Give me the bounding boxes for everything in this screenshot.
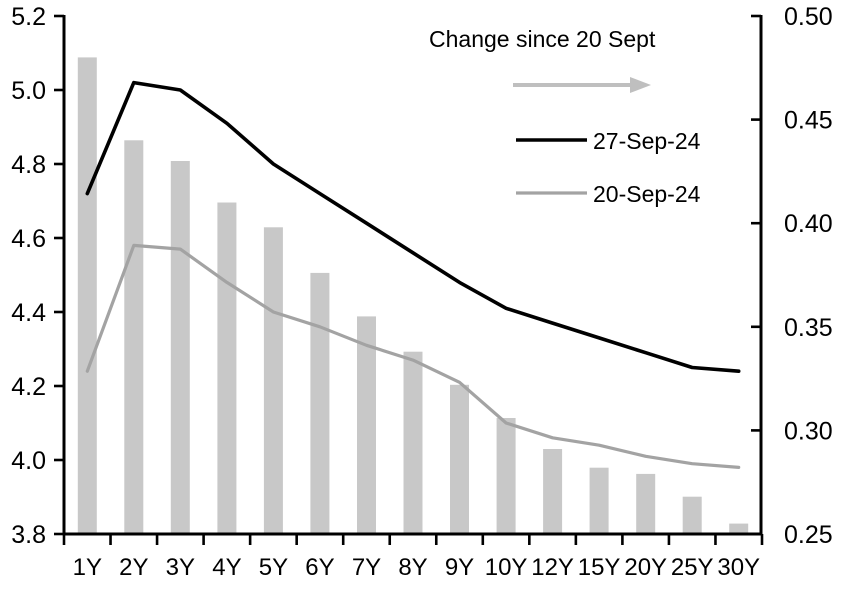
- bar-6Y: [310, 272, 330, 535]
- left-axis-tick-label: 4.2: [11, 373, 46, 401]
- left-axis-tick-label: 4.0: [11, 447, 46, 475]
- x-axis-category-label: 5Y: [259, 554, 288, 581]
- bar-4Y: [217, 202, 237, 535]
- right-axis-tick-label: 0.30: [784, 417, 833, 445]
- left-axis-tick-label: 4.6: [11, 225, 46, 253]
- bar-8Y: [403, 351, 423, 535]
- x-axis-category-label: 10Y: [485, 554, 528, 581]
- legend-title: Change since 20 Sept: [429, 26, 656, 52]
- legend-series2-label: 20-Sep-24: [593, 181, 701, 207]
- legend-series1-label: 27-Sep-24: [593, 128, 701, 154]
- left-axis-tick-label: 4.8: [11, 151, 46, 179]
- left-axis-tick-label: 4.4: [11, 299, 46, 327]
- right-axis-tick-label: 0.45: [784, 107, 833, 135]
- x-axis-category-label: 12Y: [531, 554, 574, 581]
- bar-1Y: [77, 57, 97, 536]
- bar-15Y: [589, 467, 609, 535]
- right-axis-tick-label: 0.35: [784, 314, 833, 342]
- legend-change-arrow-head-icon: [630, 77, 651, 93]
- series-line-20-Sep-24: [85, 243, 741, 469]
- x-axis-category-label: 2Y: [119, 554, 148, 581]
- bar-10Y: [496, 418, 516, 535]
- x-axis-category-label: 1Y: [73, 554, 102, 581]
- x-axis-category-label: 8Y: [398, 554, 427, 581]
- x-axis-category-label: 9Y: [445, 554, 474, 581]
- left-axis-tick-label: 5.2: [11, 3, 46, 31]
- x-axis-category-label: 6Y: [305, 554, 334, 581]
- bar-20Y: [636, 473, 656, 535]
- x-axis-category-label: 4Y: [212, 554, 241, 581]
- x-axis-category-label: 25Y: [671, 554, 714, 581]
- bar-9Y: [450, 384, 469, 535]
- right-axis-tick-label: 0.25: [784, 521, 833, 549]
- bar-2Y: [124, 140, 144, 536]
- right-axis-tick-label: 0.50: [784, 3, 833, 31]
- right-axis-tick-label: 0.40: [784, 210, 833, 238]
- series-line-27-Sep-24: [85, 80, 741, 374]
- left-axis-tick-label: 5.0: [11, 77, 46, 105]
- x-axis-category-label: 30Y: [717, 554, 760, 581]
- x-axis-category-label: 20Y: [624, 554, 667, 581]
- bar-25Y: [682, 496, 702, 535]
- x-axis-category-label: 3Y: [166, 554, 195, 581]
- x-axis-category-label: 7Y: [352, 554, 381, 581]
- bar-12Y: [543, 449, 563, 535]
- bar-3Y: [170, 161, 190, 535]
- bar-30Y: [729, 523, 749, 535]
- x-axis-category-label: 15Y: [578, 554, 621, 581]
- bar-5Y: [263, 227, 283, 536]
- left-axis-tick-label: 3.8: [11, 521, 46, 549]
- bar-7Y: [357, 316, 376, 535]
